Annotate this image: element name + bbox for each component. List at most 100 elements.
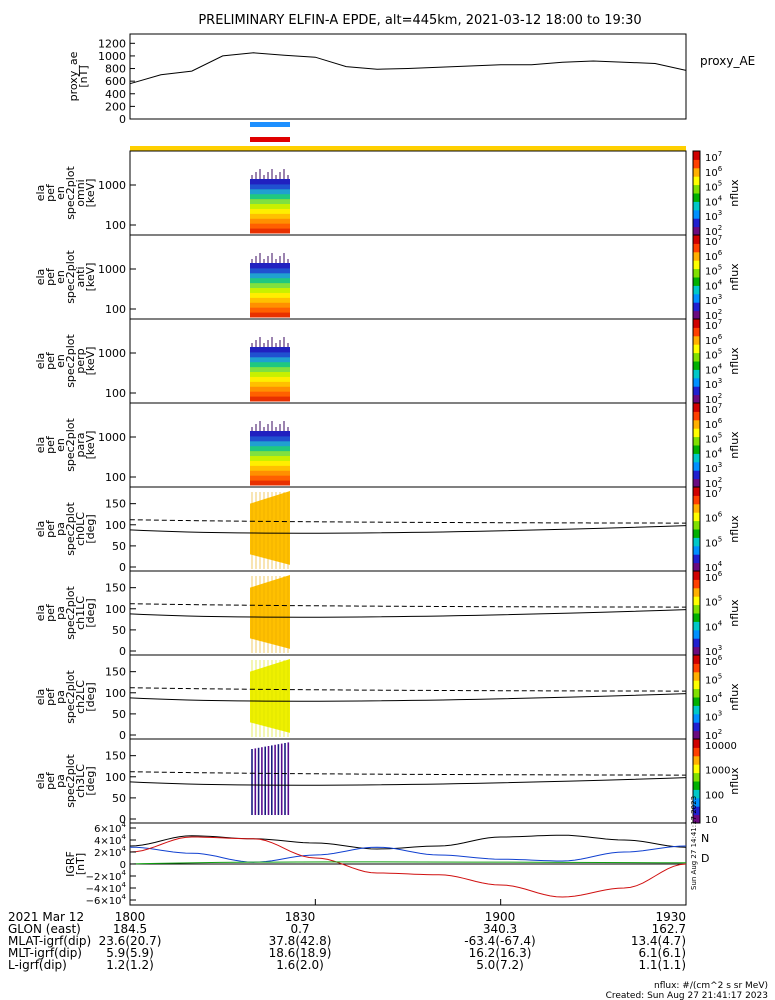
orbit-row-label: MLAT-igrf(dip) [8,934,91,948]
orbit-row-value: 1.1(1.1) [638,958,686,972]
colorbar-segment [693,512,700,522]
colorbar-segment [693,403,700,412]
axis-label-line: en [54,270,67,284]
colorbar-segment [693,604,700,614]
orbit-row-value: 6.1(6.1) [638,946,686,960]
orbit-row-value: 184.5 [113,922,147,936]
axis-label-line: ela [34,437,47,454]
axis-label-line: ch0LC [74,512,87,546]
orbit-row-value: 1800 [115,910,146,924]
colorbar-tick-label: 104 [705,194,723,208]
colorbar-segment [693,503,700,513]
colorbar-tick-label: 105 [705,348,722,362]
legend-N: N [701,832,709,845]
colorbar-segment [693,428,700,438]
colorbar-segment [693,193,700,202]
spectrogram-band [250,267,290,274]
igrf-line-N [129,834,687,850]
colorbar-segment [693,629,700,639]
spectrogram-band [250,263,290,269]
colorbar-segment [693,327,700,337]
spectrogram-band [250,188,290,195]
colorbar-tick-label: 106 [705,165,723,179]
spectrogram-band [250,208,290,214]
ytick-label: 0 [119,645,126,658]
colorbar-tick-label: 103 [705,209,722,223]
orbit-row-value: 37.8(42.8) [269,934,332,948]
colorbar-segment [693,638,700,648]
ytick-label: 100 [105,687,126,700]
orbit-row-label: 2021 Mar 12 [8,910,84,924]
axis-label-line: en [54,354,67,368]
colorbar-label-text: nflux [728,263,741,291]
axis-label-line: pa [54,774,67,788]
units-note: nflux: #/(cm^2 s sr MeV) [654,981,768,991]
spectrogram-band [250,435,290,442]
axis-label-line: ch1LC [74,596,87,630]
colorbar-tick-label: 105 [705,432,722,446]
spectrogram-band [250,179,290,185]
colorbar-tick-label: 103 [705,644,722,658]
spectrogram-band [250,193,290,200]
colorbar-label: nflux [728,179,741,207]
axis-label-line: pef [44,267,57,286]
ytick-label: 50 [112,624,126,637]
ytick-label: 50 [112,540,126,553]
colorbar-tick-label: 105 [705,673,722,687]
colorbar-segment [693,411,700,421]
colorbar-segment [693,680,700,690]
colorbar-tick-label: 102 [705,392,722,406]
colorbar-segment [693,167,700,177]
colorbar-segment [693,159,700,169]
spectrogram-band [250,282,290,289]
colorbar-tick-label: 106 [705,249,723,263]
ytick-label: 150 [105,750,126,763]
spectrogram-band [250,292,290,298]
status-bar-blue [250,122,290,127]
axis-label-line: spec2plot [64,670,77,724]
colorbar-label-text: nflux [728,431,741,459]
orbit-info-table: 2021 Mar 12 1800 1830 1900 1930 GLON (east) 18… [8,910,768,1000]
axis-label-line: ela [34,689,47,706]
colorbar-tick-label: 1000 [705,766,730,777]
axis-label-line: pef [44,603,57,622]
ytick-label: 6×104 [94,821,126,835]
colorbar-segment [693,302,700,312]
axis-label-line: ch2LC [74,680,87,714]
colorbar-tick-label: 104 [705,560,723,574]
colorbar-tick-label: 102 [705,476,722,490]
orbit-row-value: 162.7 [652,922,686,936]
axis-label-line: spec2plot [64,754,77,808]
colorbar-segment [693,285,700,295]
colorbar-tick-label: 105 [705,595,722,609]
axis-label-line: omni [74,179,87,206]
spectrogram-band [250,480,290,486]
spectrogram-band [250,351,290,358]
colorbar-segment [693,361,700,370]
colorbar-segment [693,571,700,580]
axis-label-line: pef [44,687,57,706]
colorbar-tick-label: 107 [705,486,722,500]
ytick-label: 0 [119,561,126,574]
ae-ylabel: proxy_ae[nT] [67,51,90,101]
colorbar-tick-label: 104 [705,362,723,376]
colorbar-segment [693,268,700,278]
colorbar-segment [693,697,700,706]
igrf-line-D [129,836,687,898]
ae-panel-frame [129,33,687,120]
colorbar-segment [693,579,700,589]
spectrogram-band [250,213,290,219]
colorbar-segment [693,369,700,379]
orbit-row-value: -63.4(-67.4) [464,934,535,948]
spectrogram-band [250,465,290,471]
ytick-label: 150 [105,582,126,595]
legend-D: D [701,852,709,865]
created-note: Created: Sun Aug 27 21:41:17 2023 [606,991,768,1000]
ytick-label: 100 [105,387,126,400]
axis-label-line: ela [34,185,47,202]
orbit-row-value: 13.4(4.7) [631,934,686,948]
colorbar-segment [693,226,700,236]
